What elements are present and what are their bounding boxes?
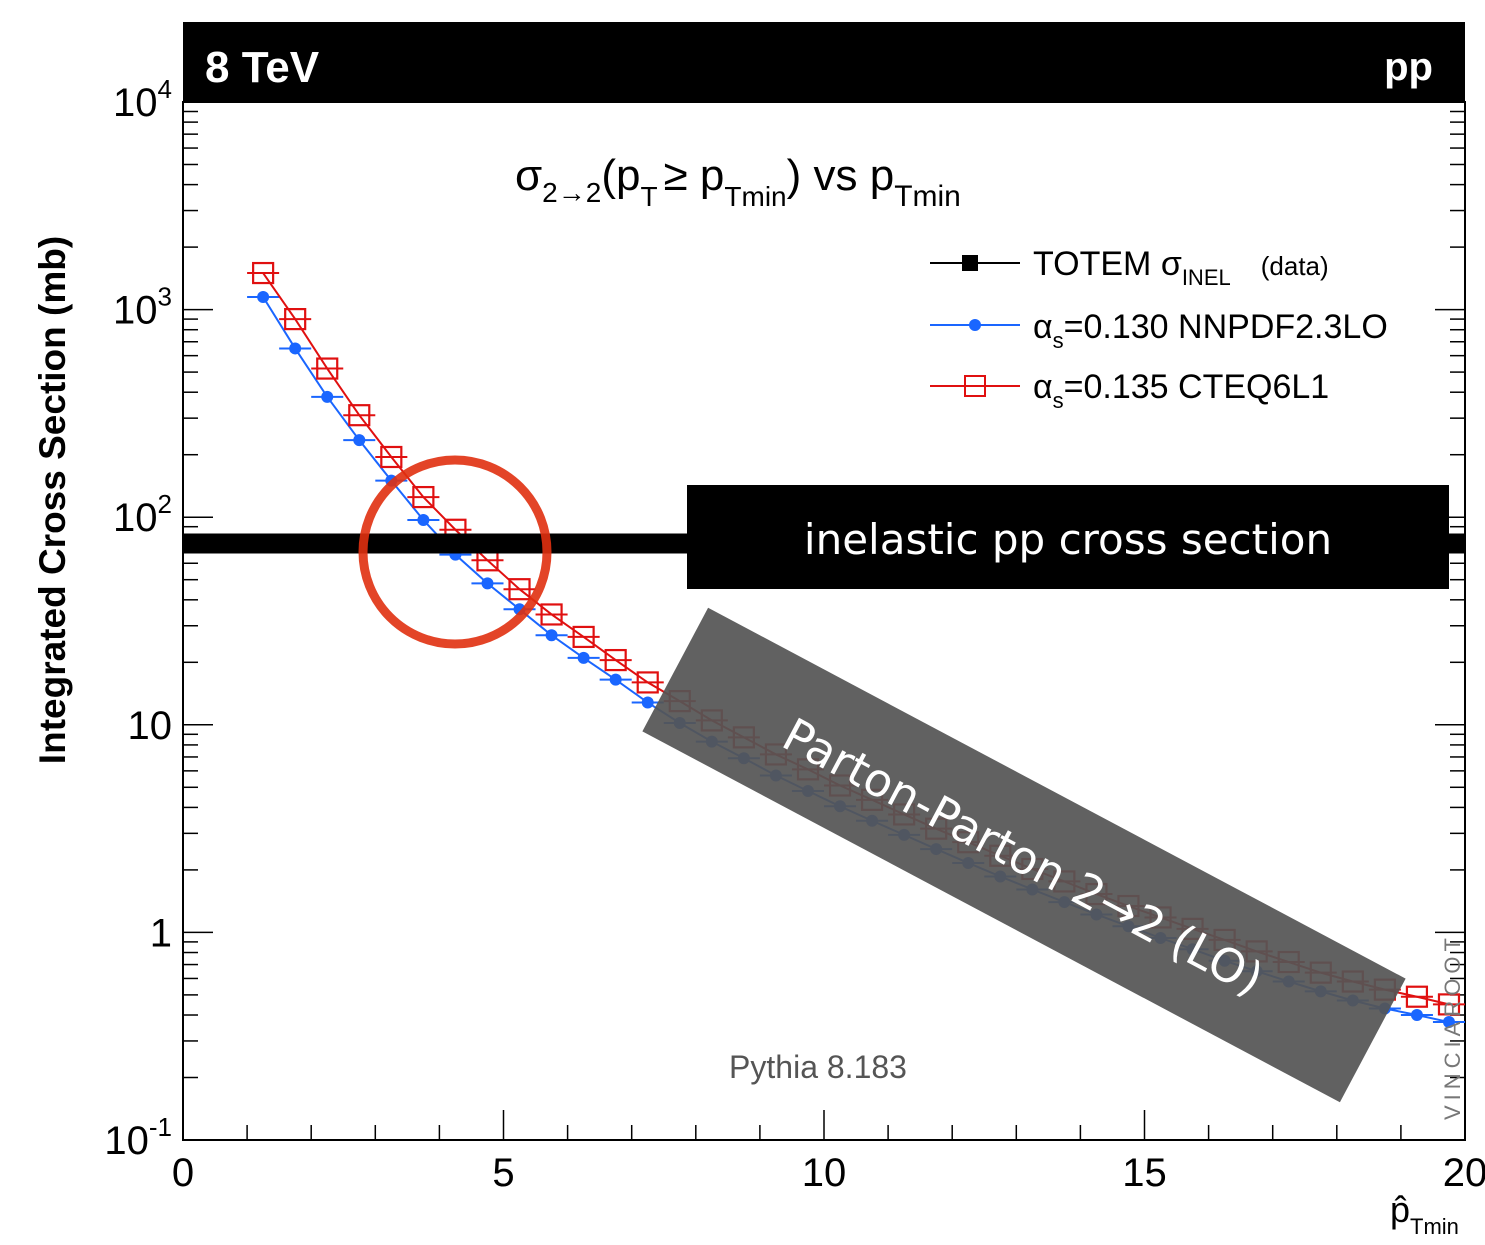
x-axis-label: p̂Tmin [1390,1189,1459,1239]
data-point [572,625,595,649]
data-point [252,261,275,285]
data-point [257,290,270,303]
header-bar [183,22,1465,102]
legend: TOTEM σINEL (data) αs=0.130 NNPDF2.3LO αs… [930,245,1388,413]
y-tick-label: 10 [128,704,173,748]
y-axis-label: Integrated Cross Section (mb) [32,235,73,765]
data-point [289,342,302,355]
energy-label: 8 TeV [205,43,320,92]
y-tick-label: 1 [150,911,172,955]
legend-totem-suffix: (data) [1261,251,1329,281]
legend-cteq-label: αs=0.135 CTEQ6L1 [1033,368,1329,413]
formula-sigma-sub: 2→2 [542,177,601,208]
x-tick-labels: 0 5 10 15 20 [172,1151,1485,1195]
data-point [636,671,659,694]
data-point [604,648,627,672]
data-point [321,390,334,403]
data-point [1442,1016,1455,1029]
y-tick-labels: 10-1 1 10 102 103 104 [104,74,172,1163]
legend-nnpdf-alpha: α [1033,308,1053,346]
watermark: VINCIAROOT [1440,933,1465,1120]
legend-totem-label: TOTEM σINEL (data) [1033,245,1329,290]
data-point [1410,1009,1423,1022]
data-point [412,485,435,509]
data-point [1405,985,1429,1008]
x-tick-label: 5 [492,1151,514,1195]
parton-label: Parton-Parton 2→2 (LO) [774,707,1272,1006]
data-point [540,603,563,626]
y-tick-label: 103 [113,282,172,333]
legend-cteq-sub: s [1053,388,1064,413]
data-point [353,434,366,447]
formula-tmin-sub: Tmin [724,181,786,212]
x-axis-label-main: p̂ [1390,1189,1410,1230]
data-point [508,578,531,601]
data-point [545,629,558,642]
legend-cteq-alpha: α [1033,368,1053,406]
data-point [284,307,307,331]
data-point [417,513,430,526]
inelastic-label: inelastic pp cross section [804,515,1332,564]
x-tick-label: 20 [1443,1151,1485,1195]
formula-open: (p [601,151,640,200]
data-point [380,445,403,469]
legend-nnpdf-text: =0.130 NNPDF2.3LO [1064,308,1388,346]
x-axis-label-sub: Tmin [1410,1214,1459,1239]
parton-annotation: Parton-Parton 2→2 (LO) [642,607,1406,1103]
y-tick-label: 10-1 [104,1112,172,1163]
data-point [481,577,494,590]
legend-nnpdf-marker [969,319,981,331]
legend-totem-marker [962,255,978,271]
x-tick-label: 15 [1122,1151,1167,1195]
crossing-highlight-circle [358,455,552,649]
formula-close: ) vs p [787,151,895,200]
data-point [348,404,371,427]
formula-tmin-sub-2: Tmin [894,180,961,213]
data-point [641,696,654,709]
legend-cteq-marker [964,375,986,397]
y-axis-label-wrap: Integrated Cross Section (mb) [28,100,78,900]
formula-ge: ≥ p [664,151,725,200]
data-point [316,357,339,380]
data-point [1437,993,1461,1016]
legend-nnpdf-label: αs=0.130 NNPDF2.3LO [1033,308,1388,353]
axis-ticks [182,101,1466,1141]
x-tick-label: 10 [802,1151,847,1195]
plot-formula: σ2→2(pT ≥ pTmin) vs pTmin [515,151,961,213]
inelastic-label-box [687,485,1449,589]
legend-totem-prefix: TOTEM σ [1033,245,1182,283]
generator-label: Pythia 8.183 [729,1049,907,1085]
x-tick-label: 0 [172,1151,194,1195]
parton-box [642,607,1406,1103]
data-point [609,673,622,686]
formula-pt-sub: T [640,181,657,212]
y-tick-label: 104 [113,74,172,125]
y-tick-label: 102 [113,489,172,540]
collision-label: pp [1384,45,1433,89]
legend-cteq-text: =0.135 CTEQ6L1 [1064,368,1330,406]
data-point [577,651,590,664]
formula-sigma: σ [515,151,542,200]
legend-totem-sub: INEL [1182,265,1231,290]
legend-nnpdf-sub: s [1053,328,1064,353]
